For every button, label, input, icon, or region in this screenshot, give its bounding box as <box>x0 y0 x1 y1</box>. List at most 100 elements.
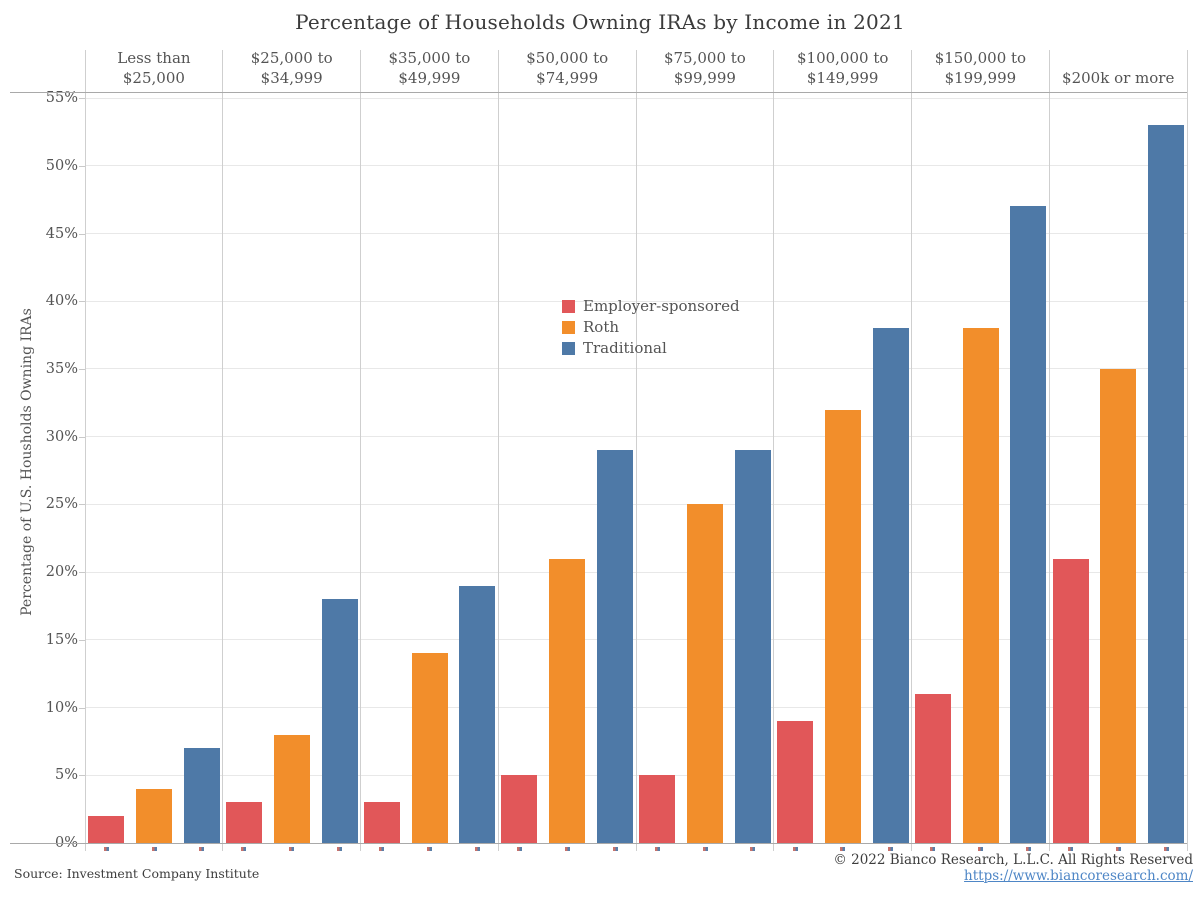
y-tick-mark <box>79 639 85 641</box>
bar-employer-sponsored <box>1052 558 1089 843</box>
y-tick-label: 30% <box>45 428 78 445</box>
bar-axis-mark <box>241 847 247 851</box>
income-band-header: $100,000 to $149,999 <box>796 49 889 87</box>
bar-roth <box>687 504 723 843</box>
bar-axis-mark <box>840 847 846 851</box>
bar-roth <box>549 558 586 843</box>
panel-divider <box>497 50 499 851</box>
y-tick-label: 20% <box>45 564 78 581</box>
bar-traditional <box>597 450 633 843</box>
bar-roth <box>1100 368 1137 843</box>
income-band-header: $150,000 to $199,999 <box>934 49 1027 87</box>
bar-roth <box>962 328 999 843</box>
bar-axis-mark <box>1025 847 1031 851</box>
bar-employer-sponsored <box>88 815 125 843</box>
legend-item: Traditional <box>562 338 740 358</box>
y-tick-label: 5% <box>54 767 78 784</box>
bar-axis-mark <box>289 847 295 851</box>
panel-divider <box>84 50 86 851</box>
income-band-header: $25,000 to $34,999 <box>250 49 333 87</box>
bar-axis-mark <box>654 847 660 851</box>
bar-axis-mark <box>978 847 983 851</box>
legend-item: Employer-sponsored <box>562 296 740 316</box>
bar-traditional <box>734 450 771 843</box>
bar-roth <box>824 409 861 843</box>
bar-axis-mark <box>612 847 618 851</box>
copyright-text: © 2022 Bianco Research, L.L.C. All Right… <box>833 852 1193 868</box>
bar-employer-sponsored <box>501 775 538 843</box>
bar-traditional <box>1010 206 1047 843</box>
y-tick-label: 10% <box>45 699 78 716</box>
bar-employer-sponsored <box>777 721 813 843</box>
legend-label: Traditional <box>583 339 667 357</box>
panel-divider <box>360 50 361 851</box>
bar-axis-mark <box>151 847 157 851</box>
panel-divider <box>1048 50 1050 851</box>
y-tick-label: 50% <box>45 157 78 174</box>
y-tick-mark <box>79 707 85 709</box>
bar-axis-mark <box>474 847 480 851</box>
bar-axis-mark <box>199 847 205 851</box>
income-band-header: $75,000 to $99,999 <box>663 49 746 87</box>
income-band-header: $50,000 to $74,999 <box>526 49 609 87</box>
website-link[interactable]: https://www.biancoresearch.com/ <box>964 868 1193 884</box>
y-tick-mark <box>79 301 85 303</box>
bar-roth <box>136 788 172 843</box>
bar-axis-mark <box>1163 847 1169 851</box>
y-tick-mark <box>79 98 85 99</box>
y-tick-label: 25% <box>45 496 78 513</box>
x-axis-line <box>10 843 1187 844</box>
panel-divider <box>773 50 775 851</box>
chart-title: Percentage of Households Owning IRAs by … <box>295 10 905 34</box>
legend: Employer-sponsored Roth Traditional <box>562 296 740 359</box>
income-band-header: $35,000 to $49,999 <box>388 49 471 87</box>
bar-axis-mark <box>427 847 432 851</box>
y-tick-label: 35% <box>45 360 78 377</box>
y-tick-mark <box>79 436 85 438</box>
panel-divider <box>635 50 637 851</box>
income-band-header: $200k or more <box>1062 68 1175 87</box>
panel-divider <box>1186 50 1188 851</box>
bar-axis-mark <box>750 847 756 851</box>
bar-axis-mark <box>337 847 342 851</box>
bar-axis-mark <box>564 847 570 851</box>
legend-item: Roth <box>562 317 740 337</box>
y-tick-mark <box>79 775 85 777</box>
y-tick-label: 45% <box>45 225 78 242</box>
panel-divider <box>222 50 224 851</box>
bar-axis-mark <box>379 847 385 851</box>
bar-axis-mark <box>517 847 522 851</box>
bar-axis-mark <box>1068 847 1073 851</box>
bar-axis-mark <box>888 847 894 851</box>
header-rule <box>10 92 1187 93</box>
legend-label: Employer-sponsored <box>583 297 740 315</box>
y-tick-label: 40% <box>45 293 78 310</box>
bar-traditional <box>1148 125 1184 843</box>
bar-employer-sponsored <box>363 802 400 843</box>
y-tick-mark <box>79 572 85 574</box>
legend-label: Roth <box>583 318 620 336</box>
bar-employer-sponsored <box>225 802 262 843</box>
copyright-block: © 2022 Bianco Research, L.L.C. All Right… <box>833 852 1193 884</box>
legend-swatch-icon <box>562 299 575 313</box>
y-tick-mark <box>79 368 85 370</box>
bar-traditional <box>459 585 496 843</box>
bar-traditional <box>872 328 909 843</box>
bar-traditional <box>183 748 220 843</box>
panel-divider <box>911 50 912 851</box>
bar-employer-sponsored <box>639 775 676 843</box>
bar-axis-mark <box>792 847 798 851</box>
bar-roth <box>273 734 310 843</box>
bar-traditional <box>321 599 358 843</box>
bar-roth <box>411 653 448 843</box>
y-tick-label: 15% <box>45 631 78 648</box>
y-tick-mark <box>79 233 85 235</box>
legend-swatch-icon <box>562 320 575 334</box>
legend-swatch-icon <box>562 341 575 355</box>
bar-axis-mark <box>702 847 708 851</box>
bar-employer-sponsored <box>914 694 951 843</box>
source-note: Source: Investment Company Institute <box>14 866 260 881</box>
income-band-header: Less than $25,000 <box>117 49 191 87</box>
bar-axis-mark <box>930 847 936 851</box>
